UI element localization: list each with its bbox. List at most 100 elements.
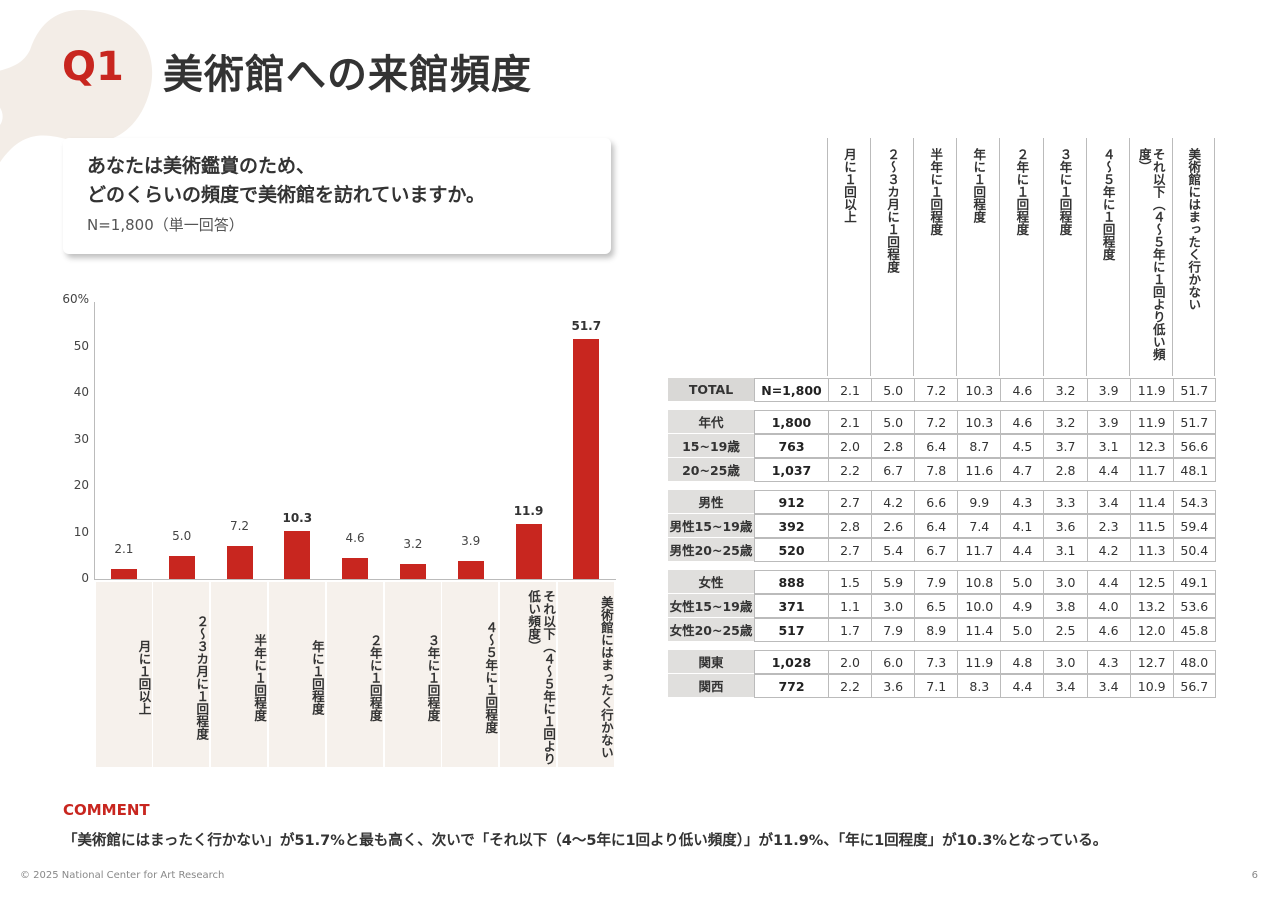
table-cell: 8.7 [957,434,1001,458]
row-label: 男性 [668,490,754,514]
row-n: 772 [754,674,828,698]
table-cell: 5.0 [871,410,915,434]
table-cell: 4.4 [1000,674,1044,698]
table-row: 年代 1,800 2.1 5.0 7.2 10.3 4.6 3.2 3.9 11.9 51.7 [668,410,1216,434]
bar [399,564,426,579]
comment-title: COMMENT [63,801,150,819]
table-cell: 11.4 [957,618,1001,642]
table-cell: 6.4 [914,514,958,538]
table-cell: 1.5 [828,570,872,594]
bar-value-label: 5.0 [172,528,192,543]
table-row: 関西 772 2.2 3.6 7.1 8.3 4.4 3.4 3.4 10.9 56.7 [668,674,1216,698]
table-cell: 7.1 [914,674,958,698]
table-cell: 56.7 [1172,674,1216,698]
category-label: 年に１回程度 [309,640,325,715]
bar [284,531,311,579]
table-cell: 3.0 [871,594,915,618]
table-cell: 2.2 [828,674,872,698]
table-cell: 10.9 [1129,674,1173,698]
row-n: 392 [754,514,828,538]
table-row: 20~25歳 1,037 2.2 6.7 7.8 11.6 4.7 2.8 4.4 11.7 48.… [668,458,1216,482]
column-header: 美術館にはまったく行かない [1171,138,1215,376]
table-cell: 7.3 [914,650,958,674]
table-cell: 11.7 [957,538,1001,562]
table-cell: 53.6 [1172,594,1216,618]
table-cell: 4.4 [1086,570,1130,594]
table-row: 女性15~19歳 371 1.1 3.0 6.5 10.0 4.9 3.8 4.0 13.2 53.… [668,594,1216,618]
page-title: 美術館への来館頻度 [163,52,532,98]
table-cell: 3.2 [1043,410,1087,434]
table-cell: 11.9 [1129,378,1173,402]
table-cell: 3.9 [1086,378,1130,402]
table-cell: 4.2 [871,490,915,514]
category-label: ３年に１回程度 [425,633,441,722]
table-cell: 5.0 [1000,618,1044,642]
table-cell: 3.8 [1043,594,1087,618]
table-cell: 51.7 [1172,378,1216,402]
table-cell: 8.3 [957,674,1001,698]
row-label: 15~19歳 [668,434,754,458]
table-cell: 5.0 [871,378,915,402]
category-label: それ以下（４～５年に１回より低い頻度） [526,590,557,765]
table-cell: 11.7 [1129,458,1173,482]
table-cell: 2.6 [871,514,915,538]
table-cell: 2.2 [828,458,872,482]
bar [515,523,542,579]
table-cell: 3.4 [1086,490,1130,514]
table-cell: 3.2 [1043,378,1087,402]
table-cell: 3.7 [1043,434,1087,458]
column-header: ３年に１回程度 [1042,138,1086,376]
row-n: 1,028 [754,650,828,674]
category-label: ４～５年に１回程度 [483,621,499,734]
row-label: 女性 [668,570,754,594]
row-n: 1,800 [754,410,828,434]
category-cell [557,582,614,767]
category-cell [442,582,499,767]
table-cell: 12.0 [1129,618,1173,642]
question-box: あなたは美術鑑賞のため、 どのくらいの頻度で美術館を訪れていますか。 N=1,8… [63,138,611,254]
table-cell: 6.5 [914,594,958,618]
table-cell: 7.9 [871,618,915,642]
decorative-blob [0,10,153,190]
column-header: ２年に１回程度 [999,138,1042,376]
category-label: ２年に１回程度 [367,633,383,722]
table-cell: 2.8 [1043,458,1087,482]
table-cell: 10.3 [957,410,1001,434]
table-cell: 3.6 [1043,514,1087,538]
table-cell: 54.3 [1172,490,1216,514]
column-header: 月に１回以上 [827,138,870,376]
table-cell: 7.2 [914,378,958,402]
y-tick-label: 0 [81,571,89,585]
row-n: 371 [754,594,828,618]
table-cell: 2.5 [1043,618,1087,642]
x-axis [94,579,616,580]
table-cell: 2.1 [828,378,872,402]
category-cell [500,582,557,767]
table-cell: 10.8 [957,570,1001,594]
table-cell: 11.6 [957,458,1001,482]
category-label: 月に１回以上 [136,640,152,715]
row-n: 888 [754,570,828,594]
row-label: 女性15~19歳 [668,594,754,618]
table-cell: 12.3 [1129,434,1173,458]
table-cell: 3.4 [1043,674,1087,698]
bar-chart: 60% 50 40 30 20 10 0 2.1 月に１回以上 5.0 ２～３カ月に１回程度 7.2 半… [0,0,640,780]
bar [573,338,600,579]
bar [110,569,137,579]
category-cell [95,582,152,767]
row-label: 男性20~25歳 [668,538,754,562]
table-cell: 4.9 [1000,594,1044,618]
row-label: 関東 [668,650,754,674]
table-cell: 10.3 [957,378,1001,402]
bar-value-label: 51.7 [571,318,602,333]
table-cell: 7.8 [914,458,958,482]
table-cell: 51.7 [1172,410,1216,434]
table-cell: 48.1 [1172,458,1216,482]
table-cell: 4.8 [1000,650,1044,674]
table-cell: 6.6 [914,490,958,514]
table-cell: 1.7 [828,618,872,642]
row-label: TOTAL [668,378,754,402]
row-label: 男性15~19歳 [668,514,754,538]
bar-value-label: 3.9 [461,533,481,548]
bar-value-label: 4.6 [345,530,365,545]
